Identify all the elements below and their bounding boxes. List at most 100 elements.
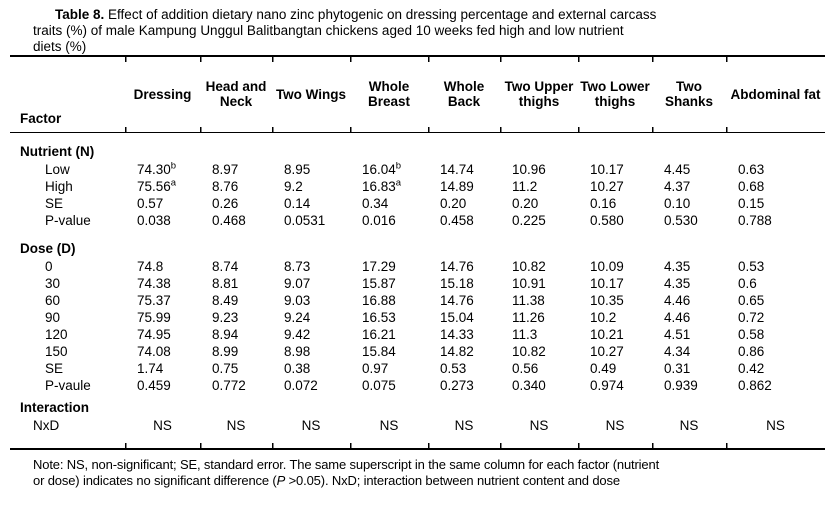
value-cell: 9.24 <box>284 310 311 325</box>
caption-text-1: Effect of addition dietary nano zinc phy… <box>108 7 657 22</box>
value-cell: 17.29 <box>362 259 396 274</box>
value-cell: NS <box>200 417 272 450</box>
column-header: Two Wings <box>272 55 350 133</box>
table-row: P-vaule 0.459 0.772 0.072 0.075 0.273 0.340 0.9… <box>10 377 825 394</box>
value-cell: 0.038 <box>137 213 171 228</box>
value-cell: 14.89 <box>440 179 474 194</box>
value-cell: 16.21 <box>362 327 396 342</box>
value-cell: 10.17 <box>590 162 624 177</box>
row-label: SE <box>45 196 64 211</box>
value-cell: 0.016 <box>362 213 396 228</box>
value-cell: 8.49 <box>212 293 239 308</box>
value-cell: 0.20 <box>512 196 539 211</box>
value-cell: 16.53 <box>362 310 396 325</box>
value-cell: 0.26 <box>212 196 239 211</box>
value-cell: 0.788 <box>738 213 772 228</box>
value-cell: 74.8 <box>137 259 164 274</box>
value-cell: 15.87 <box>362 276 396 291</box>
row-label: P-vaule <box>45 378 91 393</box>
value-cell: 15.84 <box>362 344 396 359</box>
value-cell: 10.91 <box>512 276 546 291</box>
value-cell: 0.72 <box>738 310 765 325</box>
value-cell: NS <box>652 417 726 450</box>
value-cell: 0.0531 <box>284 213 326 228</box>
value-text: 75.56 <box>137 179 171 194</box>
value-cell: 74.30b <box>125 161 200 178</box>
value-cell: 8.76 <box>212 179 239 194</box>
table-caption: Table 8. Effect of addition dietary nano… <box>33 7 778 55</box>
value-cell: NS <box>726 417 825 450</box>
table-row: High 75.56a 8.76 9.2 16.83a 14.89 11.2 10.27 4.3… <box>10 178 825 195</box>
column-header: Two Lower thighs <box>578 55 652 133</box>
note-line-2-pre: or dose) indicates no significant differ… <box>33 473 277 488</box>
value-cell: 10.82 <box>512 344 546 359</box>
value-cell: 74.38 <box>137 276 171 291</box>
value-cell: 9.23 <box>212 310 239 325</box>
value-cell: 0.49 <box>590 361 617 376</box>
value-cell: 15.18 <box>440 276 474 291</box>
value-cell: 14.76 <box>440 259 474 274</box>
table-row: Low 74.30b 8.97 8.95 16.04b 14.74 10.96 10.17 4.… <box>10 161 825 178</box>
table-row: 30 74.38 8.81 9.07 15.87 15.18 10.91 10.17 4.35 0… <box>10 275 825 292</box>
value-cell: NS <box>350 417 428 450</box>
value-cell: 0.20 <box>440 196 467 211</box>
row-label: SE <box>45 361 64 376</box>
value-cell: 0.862 <box>738 378 772 393</box>
note-p-italic: P <box>276 473 286 488</box>
value-cell: 11.38 <box>512 293 545 308</box>
caption-line-3: diets (%) <box>33 39 87 54</box>
value-cell: 0.16 <box>590 196 617 211</box>
value-cell: 4.35 <box>664 259 691 274</box>
value-cell: 0.15 <box>738 196 765 211</box>
row-label: Low <box>45 162 70 177</box>
value-cell: 10.96 <box>512 162 546 177</box>
row-label: 150 <box>45 344 68 359</box>
section-row: Nutrient (N) <box>10 132 825 161</box>
value-cell: 75.99 <box>137 310 171 325</box>
value-cell: 9.03 <box>284 293 311 308</box>
value-text: 16.83 <box>362 179 396 194</box>
caption-line-2: traits (%) of male Kampung Unggul Balitb… <box>33 23 624 38</box>
table-row: 60 75.37 8.49 9.03 16.88 14.76 11.38 10.35 4.46 0… <box>10 292 825 309</box>
value-cell: 14.82 <box>440 344 474 359</box>
column-header: Head and Neck <box>200 55 272 133</box>
value-cell: 0.97 <box>362 361 389 376</box>
superscript: a <box>395 177 402 189</box>
value-cell: 8.95 <box>284 162 311 177</box>
value-cell: 11.3 <box>512 327 538 342</box>
table-row: SE 0.57 0.26 0.14 0.34 0.20 0.20 0.16 0.10 0.15 <box>10 195 825 212</box>
value-cell: NS <box>578 417 652 450</box>
row-label: 90 <box>45 310 61 325</box>
row-label: 120 <box>45 327 68 342</box>
value-cell: 11.26 <box>512 310 545 325</box>
value-cell: 4.45 <box>664 162 691 177</box>
value-cell: 0.31 <box>664 361 691 376</box>
value-cell: 9.42 <box>284 327 311 342</box>
value-cell: 4.51 <box>664 327 691 342</box>
value-cell: 0.072 <box>284 378 318 393</box>
value-cell: 4.46 <box>664 310 691 325</box>
superscript: a <box>170 177 177 189</box>
value-cell: 10.21 <box>590 327 624 342</box>
row-label: 60 <box>45 293 61 308</box>
value-cell: 75.56a <box>125 178 200 195</box>
row-label: NxD <box>10 417 125 450</box>
value-cell: 8.73 <box>284 259 311 274</box>
table-row: SE 1.74 0.75 0.38 0.97 0.53 0.56 0.49 0.31 0.42 <box>10 360 825 377</box>
table-row: 90 75.99 9.23 9.24 16.53 15.04 11.26 10.2 4.46 0.… <box>10 309 825 326</box>
value-cell: NS <box>125 417 200 450</box>
value-cell: 0.68 <box>738 179 765 194</box>
value-cell: 0.075 <box>362 378 396 393</box>
value-cell: 4.37 <box>664 179 691 194</box>
table-row: P-value 0.038 0.468 0.0531 0.016 0.458 0.225 0.… <box>10 212 825 229</box>
value-cell: 4.46 <box>664 293 691 308</box>
header-row: Factor Dressing Head and Neck Two Wings Whol… <box>10 55 825 133</box>
value-cell: 0.340 <box>512 378 546 393</box>
column-header: Two Shanks <box>652 55 726 133</box>
note-line-1: Note: NS, non-significant; SE, standard … <box>33 457 660 472</box>
value-cell: 16.88 <box>362 293 396 308</box>
value-cell: 10.27 <box>590 179 624 194</box>
value-cell: 9.07 <box>284 276 311 291</box>
value-text: 16.04 <box>362 162 396 177</box>
table-body: Nutrient (N) Low 74.30b 8.97 8.95 16.04b 14.74… <box>10 132 825 450</box>
